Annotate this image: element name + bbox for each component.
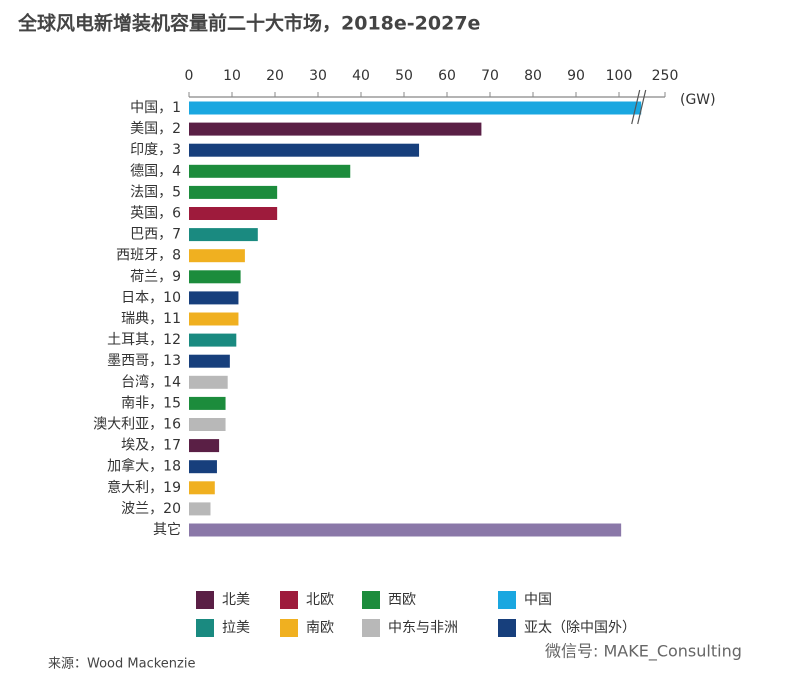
- y-tick-label: 土耳其，12: [107, 332, 181, 348]
- x-tick-label: 40: [352, 68, 370, 84]
- bar: [189, 101, 642, 115]
- y-tick-label: 瑞典，11: [121, 311, 181, 327]
- y-tick-label: 意大利，19: [107, 479, 181, 496]
- bar: [189, 291, 239, 305]
- bar: [189, 375, 228, 389]
- x-tick-label: 100: [606, 68, 633, 84]
- y-tick-label: 墨西哥，13: [107, 353, 181, 369]
- legend-label: 北美: [222, 592, 250, 608]
- axis-break-mark: [637, 89, 647, 125]
- legend-label: 亚太（除中国外）: [524, 620, 636, 636]
- x-tick-label: 60: [438, 68, 456, 84]
- bar: [189, 228, 258, 242]
- x-tick-label: 20: [266, 68, 284, 84]
- chart-title: 全球风电新增装机容量前二十大市场，2018e-2027e: [17, 12, 480, 35]
- bar: [189, 185, 278, 199]
- y-tick-label: 法国，5: [130, 184, 181, 200]
- y-tick-label: 中国，1: [130, 100, 181, 116]
- legend-label: 中东与非洲: [388, 620, 458, 636]
- y-tick-label: 南非，15: [121, 395, 181, 411]
- y-tick-label: 西班牙，8: [116, 248, 181, 264]
- x-tick-label: 90: [567, 68, 585, 84]
- legend-swatch: [280, 591, 298, 609]
- bar: [189, 396, 226, 410]
- legend-label: 西欧: [388, 592, 416, 608]
- legend-label: 拉美: [222, 620, 250, 636]
- y-tick-label: 加拿大，18: [107, 458, 181, 475]
- legend-swatch: [280, 619, 298, 637]
- source: 来源：Wood Mackenzie: [48, 657, 195, 672]
- y-tick-label: 德国，4: [130, 163, 181, 179]
- y-tick-label: 荷兰，9: [130, 269, 181, 285]
- unit-label: (GW): [680, 92, 716, 108]
- y-tick-label: 台湾，14: [121, 373, 181, 390]
- legend-swatch: [196, 591, 214, 609]
- watermark: 微信号: MAKE_Consulting: [545, 642, 742, 662]
- y-tick-label: 波兰，20: [121, 501, 181, 517]
- y-tick-label: 美国，2: [130, 121, 181, 137]
- legend-label: 中国: [524, 592, 552, 608]
- bar: [189, 439, 220, 453]
- bar: [189, 460, 217, 474]
- y-tick-label: 印度，3: [130, 142, 181, 158]
- x-tick-label: 10: [223, 68, 241, 84]
- bar: [189, 481, 215, 495]
- x-tick-label: 50: [395, 68, 413, 84]
- legend-swatch: [362, 591, 380, 609]
- x-tick-label: 80: [524, 68, 542, 84]
- axis-break-mark: [631, 89, 641, 125]
- x-tick-label: 250: [652, 68, 679, 84]
- y-tick-label: 埃及，17: [121, 438, 181, 454]
- y-tick-label: 英国，6: [130, 205, 181, 222]
- x-tick-label: 30: [309, 68, 327, 84]
- bar: [189, 523, 622, 537]
- legend-swatch: [362, 619, 380, 637]
- legend-label: 南欧: [306, 620, 334, 636]
- legend-swatch: [196, 619, 214, 637]
- bar: [189, 270, 241, 284]
- y-tick-label: 巴西，7: [130, 227, 181, 243]
- x-tick-label: 0: [185, 68, 194, 84]
- bar: [189, 312, 239, 326]
- legend-label: 北欧: [306, 592, 334, 608]
- bar: [189, 249, 245, 263]
- bar: [189, 122, 482, 136]
- bar: [189, 333, 237, 347]
- x-tick-label: 70: [481, 68, 499, 84]
- bar: [189, 354, 230, 368]
- bar: [189, 164, 351, 178]
- legend-swatch: [498, 619, 516, 637]
- bar: [189, 502, 211, 516]
- bar: [189, 418, 226, 431]
- y-tick-label: 其它: [153, 521, 181, 538]
- bar: [189, 143, 420, 157]
- y-tick-label: 日本，10: [121, 290, 181, 306]
- y-tick-label: 澳大利亚，16: [93, 417, 181, 433]
- legend-swatch: [498, 591, 516, 609]
- bar: [189, 207, 278, 220]
